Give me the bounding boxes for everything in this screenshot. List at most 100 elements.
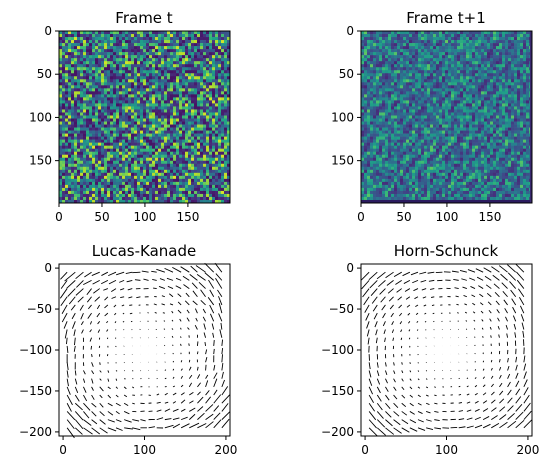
heatmap-cell [152,76,156,80]
heatmap-cell [98,31,102,35]
heatmap-cell [508,79,512,83]
heatmap-cell [376,100,380,104]
heatmap-cell [502,100,506,104]
heatmap-cell [146,82,150,86]
heatmap-cell [170,82,174,86]
heatmap-cell [224,187,228,192]
heatmap-cell [442,115,446,119]
heatmap-cell [188,97,192,101]
heatmap-cell [74,157,78,162]
heatmap-cell [125,94,129,98]
heatmap-cell [83,127,87,131]
heatmap-cell [212,196,216,201]
heatmap-cell [134,133,138,137]
heatmap-cell [116,157,120,162]
heatmap-cell [517,97,521,101]
heatmap-cell [379,70,383,74]
heatmap-cell [215,106,219,110]
heatmap-cell [89,184,93,189]
heatmap-cell [212,85,216,89]
heatmap-cell [508,34,512,38]
heatmap-cell [116,154,120,159]
heatmap-cell [110,151,114,156]
heatmap-cell [451,52,455,56]
heatmap-cell [424,88,428,92]
heatmap-cell [137,124,141,128]
heatmap-cell [158,46,162,50]
heatmap-cell [493,61,497,65]
heatmap-cell [227,118,231,122]
heatmap-cell [62,61,66,65]
heatmap-cell [194,196,198,201]
heatmap-cell [514,46,518,50]
heatmap-cell [481,73,485,77]
heatmap-cell [373,58,377,62]
heatmap-cell [209,52,213,56]
heatmap-cell [80,181,84,186]
heatmap-cell [505,85,509,89]
heatmap-cell [520,79,524,83]
heatmap-cell [430,106,434,110]
heatmap-cell [83,67,87,71]
heatmap-cell [499,46,503,50]
heatmap-cell [146,49,150,53]
heatmap-cell [71,40,75,44]
heatmap-cell [128,100,132,104]
heatmap-cell [221,121,225,125]
heatmap-cell [107,145,111,149]
heatmap-cell [155,115,159,119]
heatmap-cell [367,85,371,89]
heatmap-cell [188,118,192,122]
heatmap-cell [107,163,111,168]
heatmap-cell [128,121,132,125]
heatmap-cell [92,139,96,143]
heatmap-cell [107,124,111,128]
heatmap-cell [89,178,93,183]
heatmap-cell [194,88,198,92]
heatmap-cell [188,58,192,62]
heatmap-cell [164,199,168,204]
heatmap-cell [523,79,527,83]
heatmap-cell [80,31,84,35]
heatmap-cell [436,49,440,53]
heatmap-cell [388,106,392,110]
heatmap-cell [80,64,84,68]
heatmap-cell [200,73,204,77]
heatmap-cell [89,145,93,149]
heatmap-cell [466,88,470,92]
heatmap-cell [101,94,105,98]
heatmap-cell [185,133,189,137]
heatmap-cell [460,70,464,74]
heatmap-cell [77,190,81,195]
heatmap-cell [86,127,90,131]
heatmap-cell [119,178,123,183]
heatmap-cell [146,85,150,89]
heatmap-cell [137,130,141,134]
heatmap-cell [164,163,168,168]
heatmap-cell [218,97,222,101]
heatmap-cell [71,118,75,122]
heatmap-cell [436,70,440,74]
heatmap-cell [472,94,476,98]
heatmap-cell [176,58,180,62]
heatmap-cell [176,196,180,201]
heatmap-cell [457,40,461,44]
heatmap-cell [113,190,117,195]
heatmap-cell [125,67,129,71]
heatmap-cell [424,46,428,50]
heatmap-cell [218,184,222,189]
heatmap-cell [397,88,401,92]
heatmap-cell [361,94,365,98]
heatmap-cell [517,46,521,50]
heatmap-cell [167,100,171,104]
heatmap-cell [200,166,204,171]
heatmap-cell [68,127,72,131]
heatmap-cell [197,136,201,140]
heatmap-cell [367,100,371,104]
heatmap-cell [394,91,398,95]
heatmap-cell [475,52,479,56]
heatmap-cell [59,121,63,125]
heatmap-cell [68,61,72,65]
heatmap-cell [98,181,102,186]
heatmap-cell [508,103,512,107]
